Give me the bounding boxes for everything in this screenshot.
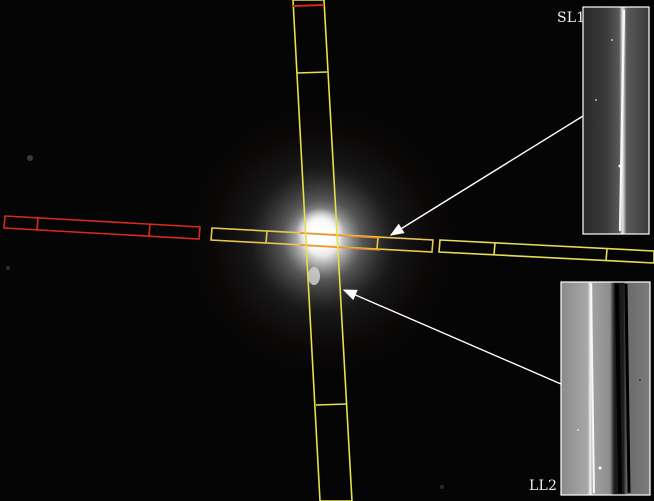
arrow-to-sl-slit [389, 115, 584, 236]
inset-label-ll2: LL2 [529, 478, 558, 494]
inset-label-sl1: SL1 [557, 10, 586, 26]
secondary-source [308, 267, 320, 285]
background-star [440, 485, 444, 489]
sl-slit-red-left [3, 215, 201, 240]
arrow-to-ll-slit [342, 289, 562, 385]
background-star [6, 266, 10, 270]
galaxy-core [296, 208, 344, 256]
background-star [27, 155, 33, 161]
ll-slit-vertical [292, 0, 353, 501]
sl-slit-yellow-center [210, 227, 434, 253]
ll-slit-top-red-cap [292, 4, 325, 7]
inset-sl1 [582, 6, 650, 235]
inset-ll2 [560, 281, 651, 496]
sl-slit-yellow-right [438, 239, 654, 264]
sl-slit-center-highlight [299, 232, 381, 251]
